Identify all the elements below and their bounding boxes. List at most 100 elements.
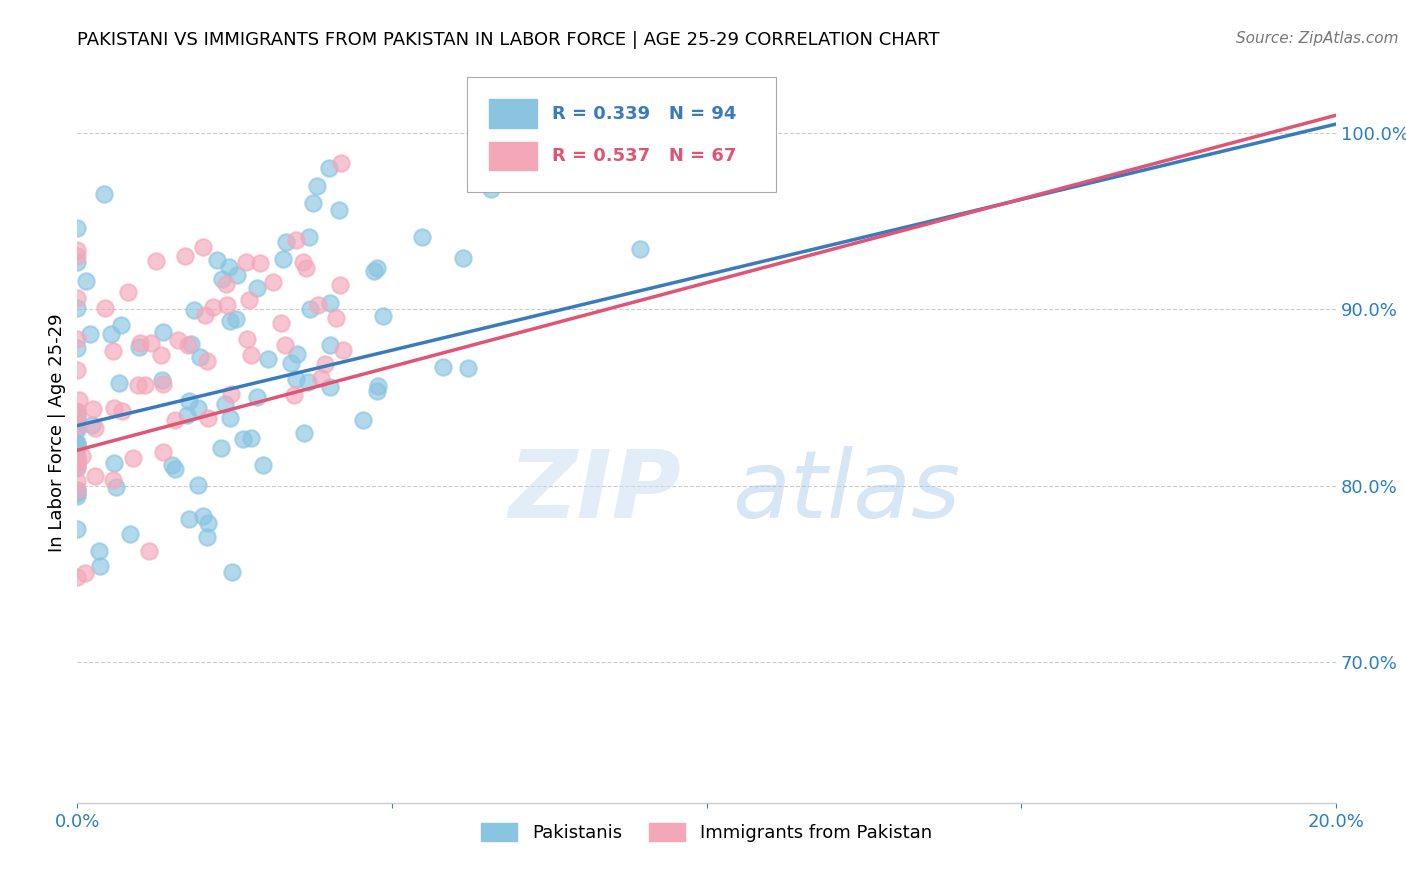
Point (411, 229, 433, 244)
Point (163, 413, 186, 427)
Point (94, 301, 117, 315)
Point (221, 565, 243, 579)
Point (319, 380, 342, 394)
Point (479, 182, 502, 196)
Point (177, 394, 200, 409)
Point (66, 409, 89, 424)
Point (80, 417, 103, 432)
Point (187, 478, 209, 492)
Point (89, 544, 111, 558)
Point (219, 387, 242, 401)
Point (152, 325, 174, 339)
Point (145, 254, 167, 268)
Point (294, 260, 316, 275)
Point (104, 480, 127, 494)
Point (93, 186, 115, 201)
Point (309, 371, 332, 385)
Point (246, 281, 269, 295)
Point (152, 377, 174, 392)
Point (177, 338, 200, 352)
Point (163, 462, 186, 476)
Point (214, 277, 236, 292)
Point (66, 420, 89, 434)
Point (366, 260, 388, 275)
Point (66, 450, 89, 465)
Text: R = 0.537   N = 67: R = 0.537 N = 67 (551, 146, 737, 165)
Text: PAKISTANI VS IMMIGRANTS FROM PAKISTAN IN LABOR FORCE | AGE 25-29 CORRELATION CHA: PAKISTANI VS IMMIGRANTS FROM PAKISTAN IN… (77, 31, 939, 49)
Point (249, 256, 271, 270)
Point (193, 508, 215, 523)
Point (319, 296, 342, 310)
Point (110, 318, 132, 332)
Point (66, 483, 89, 498)
Point (122, 450, 145, 465)
Point (149, 348, 172, 362)
Point (75, 274, 97, 288)
Point (89, 558, 111, 573)
Point (270, 316, 292, 330)
Point (66, 454, 89, 468)
Point (138, 544, 160, 558)
Point (328, 202, 350, 217)
Point (107, 376, 129, 390)
Point (66, 483, 89, 498)
Point (66, 456, 89, 470)
Point (332, 343, 354, 358)
Point (100, 327, 122, 342)
Point (202, 300, 225, 314)
Point (285, 347, 308, 361)
Point (66, 342, 89, 356)
Point (111, 404, 134, 418)
Point (284, 372, 307, 386)
Point (209, 441, 232, 455)
Point (188, 350, 211, 364)
Point (298, 230, 321, 244)
Point (367, 378, 389, 392)
Point (197, 410, 219, 425)
Point (66, 455, 89, 469)
Point (127, 378, 149, 392)
Point (194, 309, 217, 323)
Point (214, 397, 236, 411)
FancyBboxPatch shape (467, 78, 776, 192)
Point (118, 526, 141, 541)
Text: atlas: atlas (731, 446, 960, 537)
Point (101, 473, 124, 487)
Point (66, 440, 89, 454)
Point (432, 360, 454, 375)
Point (262, 275, 284, 289)
Point (66, 301, 89, 315)
Point (66, 332, 89, 346)
Point (134, 378, 156, 392)
Point (363, 263, 385, 277)
Point (451, 252, 474, 266)
Point (195, 354, 218, 368)
Point (373, 310, 395, 324)
Text: ZIP: ZIP (509, 446, 682, 538)
Point (318, 337, 340, 351)
Point (302, 195, 325, 210)
Point (66, 483, 89, 498)
Point (284, 233, 307, 247)
Point (84, 469, 107, 483)
Point (191, 240, 214, 254)
Point (314, 357, 336, 371)
Point (183, 303, 205, 318)
Point (66, 435, 89, 450)
Point (239, 348, 262, 362)
Point (628, 243, 651, 257)
Point (66, 249, 89, 263)
Point (232, 432, 254, 446)
Legend: Pakistanis, Immigrants from Pakistan: Pakistanis, Immigrants from Pakistan (474, 815, 939, 849)
Point (66, 419, 89, 434)
Point (457, 361, 479, 376)
Point (274, 235, 297, 249)
Point (252, 458, 274, 473)
Bar (489, 142, 537, 169)
Point (103, 456, 125, 470)
Point (238, 293, 260, 307)
Point (101, 344, 124, 359)
Point (273, 252, 295, 266)
Point (83, 421, 105, 435)
Point (236, 332, 259, 346)
